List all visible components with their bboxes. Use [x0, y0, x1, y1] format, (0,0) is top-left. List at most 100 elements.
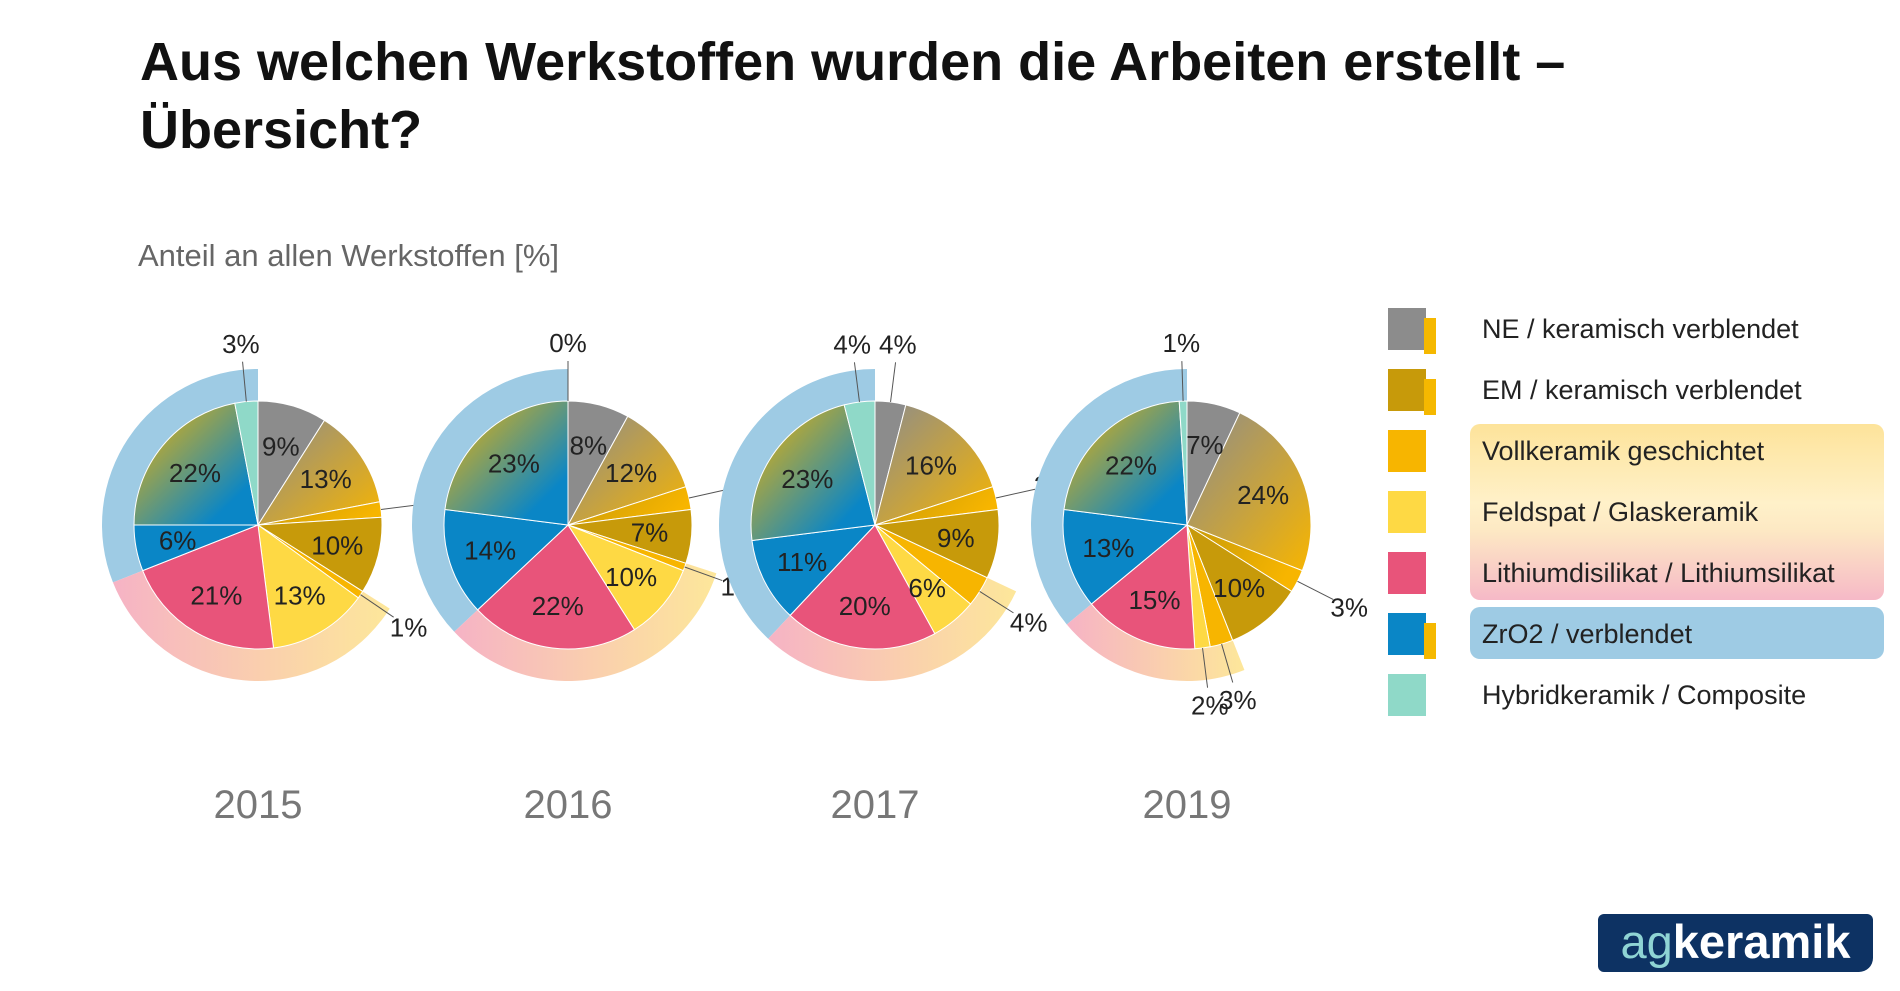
slice-li [142, 524, 275, 650]
slice-label: 22% [1105, 450, 1157, 480]
slice-li [1090, 523, 1196, 650]
slice-label: 10% [605, 562, 657, 592]
slice-label: 10% [1213, 573, 1265, 603]
leader-line [890, 362, 897, 403]
slice-label: 2% [1191, 691, 1229, 721]
ring-vollkeramik [112, 570, 390, 681]
leader-line [979, 591, 1014, 614]
ring-zro2 [1031, 369, 1187, 625]
legend-label: Vollkeramik geschichtet [1482, 436, 1765, 466]
leader-line [360, 594, 394, 618]
ring-vollkeramik [768, 577, 1017, 682]
legend-swatch-li [1388, 552, 1434, 598]
slice-label: 4% [879, 329, 917, 359]
slice-label: 9% [262, 431, 300, 461]
legend-swatch-ne [1388, 308, 1436, 354]
chart-subtitle: Anteil an allen Werkstoffen [%] [138, 238, 560, 273]
slice-label: 24% [1237, 480, 1289, 510]
legend-item-fg: Feldspat / Glaskeramik [1388, 483, 1888, 543]
legend: NE / keramisch verblendet EM / keramisch … [1388, 300, 1888, 740]
year-label: 2015 [214, 783, 303, 827]
ring-vollkeramik [454, 563, 717, 682]
year-label: 2017 [831, 783, 920, 827]
slice-label: 1% [1162, 328, 1200, 358]
slice-em [256, 516, 383, 593]
legend-swatch-vk [1388, 430, 1434, 476]
pie-2019: 7%24%3%10%3%2%15%13%22%1%2019 [1031, 328, 1368, 827]
ring-zro2 [719, 369, 875, 639]
slice-label: 13% [300, 464, 352, 494]
slice-zr [443, 508, 570, 611]
slice-label: 10% [311, 530, 363, 560]
slice-label: 6% [908, 573, 946, 603]
slice-nev [566, 415, 687, 526]
slice-label: 16% [905, 450, 957, 480]
leader-line [995, 488, 1036, 499]
legend-item-li: Lithiumdisilikat / Lithiumsilikat [1388, 544, 1888, 604]
legend-item-ne: NE / keramisch verblendet [1388, 300, 1888, 360]
slice-label: 3% [222, 329, 260, 359]
slice-label: 20% [839, 591, 891, 621]
pie-2015: 9%13%2%10%1%13%21%6%22%3%2015 [102, 329, 457, 827]
pie-2016: 8%12%3%7%1%10%22%14%23%0%2016 [411, 328, 764, 827]
slice-label: 4% [1010, 608, 1048, 638]
slice-label: 23% [488, 449, 540, 479]
slice-zrv [1063, 400, 1188, 526]
slice-zr [751, 524, 877, 617]
slice-nev [1186, 412, 1312, 572]
slice-label: 22% [532, 591, 584, 621]
legend-item-hy: Hybridkeramik / Composite [1388, 666, 1888, 726]
legend-band-vollkeramik [1470, 424, 1884, 600]
pie-charts: 9%13%2%10%1%13%21%6%22%3%20158%12%3%7%1%… [102, 328, 1368, 827]
slice-label: 12% [605, 458, 657, 488]
legend-item-zr: ZrO2 / verblendet [1388, 605, 1888, 665]
slice-label: 7% [631, 518, 669, 548]
legend-label: NE / keramisch verblendet [1482, 314, 1799, 344]
slice-label: 23% [781, 464, 833, 494]
leader-line [1202, 647, 1209, 688]
slice-label: 6% [159, 525, 197, 555]
pie-2017: 4%16%3%9%4%6%20%11%23%4%2017 [719, 329, 1071, 827]
slice-label: 1% [390, 612, 428, 642]
slice-zr [1062, 508, 1189, 605]
leader-line [684, 566, 723, 582]
slice-em [1185, 523, 1293, 641]
ring-zro2 [102, 369, 258, 583]
slice-zrv [750, 404, 876, 542]
year-label: 2019 [1143, 783, 1232, 827]
leader-line [688, 488, 729, 499]
slice-fg [566, 523, 684, 631]
leader-line [1221, 643, 1234, 683]
slice-label: 7% [1186, 430, 1224, 460]
slice-fg [257, 523, 360, 649]
slice-zrv [133, 402, 259, 526]
slice-label: 13% [274, 580, 326, 610]
logo-prefix: ag [1620, 915, 1673, 968]
legend-band-zro2 [1470, 607, 1884, 659]
agkeramik-logo: agkeramik [1598, 914, 1873, 972]
slice-li [789, 524, 936, 650]
slice-label: 22% [169, 458, 221, 488]
logo-suffix: keramik [1672, 915, 1851, 968]
slice-label: 3% [1219, 685, 1257, 715]
legend-item-em: EM / keramisch verblendet [1388, 361, 1888, 421]
leader-line [853, 362, 860, 403]
slice-label: 9% [937, 523, 975, 553]
legend-item-vk: Vollkeramik geschichtet [1388, 422, 1888, 482]
slice-li [476, 524, 636, 650]
slice-label: 14% [464, 535, 516, 565]
slice-label: 0% [549, 328, 587, 358]
slice-label: 15% [1128, 585, 1180, 615]
legend-swatch-hy [1388, 674, 1434, 720]
legend-label: Feldspat / Glaskeramik [1482, 497, 1759, 527]
slice-nev [256, 419, 381, 526]
legend-label: EM / keramisch verblendet [1482, 375, 1802, 405]
legend-swatch-em [1388, 369, 1436, 415]
slice-nev [874, 404, 994, 526]
slice-label: 3% [1330, 593, 1368, 623]
slice-zrv [444, 400, 569, 526]
slice-hy [843, 400, 876, 526]
legend-swatch-fg [1388, 491, 1434, 537]
leader-line [242, 361, 247, 402]
slice-label: 8% [570, 431, 608, 461]
